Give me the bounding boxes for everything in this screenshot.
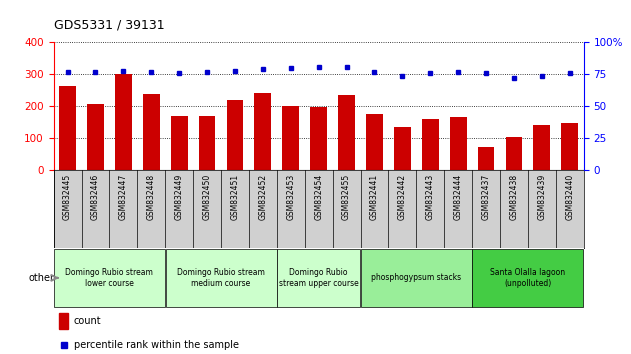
Text: other: other [28,273,54,283]
Bar [478,147,495,170]
Bar [505,137,522,170]
Text: GSM832453: GSM832453 [286,174,295,220]
Text: GSM832452: GSM832452 [258,174,268,220]
Text: GSM832455: GSM832455 [342,174,351,220]
Bar [394,127,411,170]
Bar [227,100,244,170]
Bar [422,119,439,170]
Bar [533,125,550,170]
Text: GDS5331 / 39131: GDS5331 / 39131 [54,19,164,32]
FancyBboxPatch shape [277,249,360,307]
Text: Domingo Rubio stream
lower course: Domingo Rubio stream lower course [66,268,153,287]
Text: GSM832454: GSM832454 [314,174,323,220]
Bar [87,104,104,170]
Bar [283,106,299,170]
Text: percentile rank within the sample: percentile rank within the sample [74,340,239,350]
Text: GSM832442: GSM832442 [398,174,407,220]
FancyBboxPatch shape [165,249,276,307]
Text: Domingo Rubio stream
medium course: Domingo Rubio stream medium course [177,268,265,287]
Bar [143,94,160,170]
Text: GSM832448: GSM832448 [147,174,156,220]
Text: GSM832446: GSM832446 [91,174,100,220]
Text: GSM832444: GSM832444 [454,174,463,220]
Bar [562,123,578,170]
Text: GSM832447: GSM832447 [119,174,128,220]
FancyBboxPatch shape [473,249,584,307]
Text: Domingo Rubio
stream upper course: Domingo Rubio stream upper course [279,268,358,287]
Bar [59,86,76,170]
Text: GSM832437: GSM832437 [481,174,490,220]
Text: GSM832445: GSM832445 [63,174,72,220]
Bar [171,116,187,170]
Text: Santa Olalla lagoon
(unpolluted): Santa Olalla lagoon (unpolluted) [490,268,565,287]
FancyBboxPatch shape [361,249,472,307]
Text: GSM832440: GSM832440 [565,174,574,220]
Bar [366,114,383,170]
FancyBboxPatch shape [54,249,165,307]
Text: GSM832439: GSM832439 [538,174,546,220]
Bar [450,117,466,170]
Bar [115,74,132,170]
Bar [338,95,355,170]
Text: GSM832451: GSM832451 [230,174,239,220]
Text: GSM832438: GSM832438 [509,174,519,220]
Text: GSM832450: GSM832450 [203,174,211,220]
Bar [59,313,69,329]
Bar [310,108,327,170]
Bar [199,116,215,170]
Bar [254,93,271,170]
Text: phosphogypsum stacks: phosphogypsum stacks [371,273,461,282]
Text: GSM832443: GSM832443 [426,174,435,220]
Text: GSM832449: GSM832449 [175,174,184,220]
Text: count: count [74,316,102,326]
Text: GSM832441: GSM832441 [370,174,379,220]
